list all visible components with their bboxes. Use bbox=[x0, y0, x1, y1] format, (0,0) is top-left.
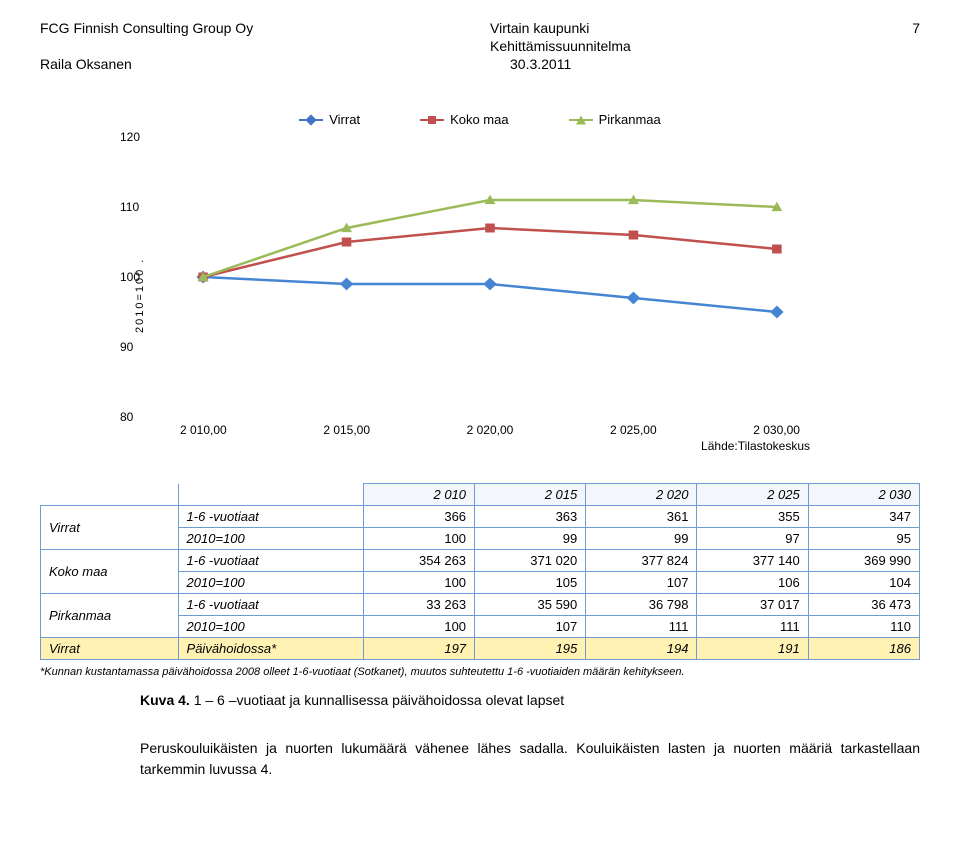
legend-label: Koko maa bbox=[450, 112, 509, 127]
cell-value: 355 bbox=[697, 506, 808, 528]
cell-value: 377 140 bbox=[697, 550, 808, 572]
legend-item-pirkanmaa: Pirkanmaa bbox=[569, 112, 661, 127]
cell-value: 106 bbox=[697, 572, 808, 594]
row-label: 2010=100 bbox=[178, 616, 363, 638]
y-tick-label: 120 bbox=[120, 130, 140, 144]
row-label: 2010=100 bbox=[178, 572, 363, 594]
cell-value: 95 bbox=[808, 528, 919, 550]
cell-value: 191 bbox=[697, 638, 808, 660]
table-header-row: 2 010 2 015 2 020 2 025 2 030 bbox=[41, 484, 920, 506]
line-chart: Virrat Koko maa Pirkanmaa 2010=100 . 809… bbox=[130, 112, 830, 453]
col-header: 2 030 bbox=[808, 484, 919, 506]
doc-title: Kehittämissuunnitelma bbox=[430, 38, 880, 54]
row-label: Päivähoidossa* bbox=[178, 638, 363, 660]
table-footnote: *Kunnan kustantamassa päivähoidossa 2008… bbox=[40, 666, 920, 678]
cell-value: 107 bbox=[586, 572, 697, 594]
x-tick-label: 2 030,00 bbox=[753, 423, 800, 437]
col-header: 2 025 bbox=[697, 484, 808, 506]
cell-value: 35 590 bbox=[475, 594, 586, 616]
cell-value: 37 017 bbox=[697, 594, 808, 616]
chart-source: Lähde:Tilastokeskus bbox=[150, 439, 830, 453]
client-name: Virtain kaupunki bbox=[430, 20, 880, 36]
col-header: 2 010 bbox=[363, 484, 474, 506]
row-group-name: Pirkanmaa bbox=[41, 594, 179, 638]
legend-label: Pirkanmaa bbox=[599, 112, 661, 127]
y-tick-label: 80 bbox=[120, 410, 133, 424]
cell-value: 105 bbox=[475, 572, 586, 594]
row-label: 1-6 -vuotiaat bbox=[178, 550, 363, 572]
cell-value: 111 bbox=[697, 616, 808, 638]
cell-value: 111 bbox=[586, 616, 697, 638]
page-header-2: Kehittämissuunnitelma bbox=[40, 38, 920, 54]
cell-value: 186 bbox=[808, 638, 919, 660]
table-row: Pirkanmaa1-6 -vuotiaat33 26335 59036 798… bbox=[41, 594, 920, 616]
cell-value: 97 bbox=[697, 528, 808, 550]
legend-item-virrat: Virrat bbox=[299, 112, 360, 127]
cell-value: 194 bbox=[586, 638, 697, 660]
cell-value: 366 bbox=[363, 506, 474, 528]
y-tick-label: 90 bbox=[120, 340, 133, 354]
chart-legend: Virrat Koko maa Pirkanmaa bbox=[130, 112, 830, 127]
row-label: 1-6 -vuotiaat bbox=[178, 506, 363, 528]
page-header: FCG Finnish Consulting Group Oy Virtain … bbox=[40, 20, 920, 36]
x-tick-label: 2 020,00 bbox=[467, 423, 514, 437]
row-group-name: Virrat bbox=[41, 506, 179, 550]
col-header: 2 015 bbox=[475, 484, 586, 506]
table-row: Virrat1-6 -vuotiaat366363361355347 bbox=[41, 506, 920, 528]
x-tick-label: 2 025,00 bbox=[610, 423, 657, 437]
data-table: 2 010 2 015 2 020 2 025 2 030 Virrat1-6 … bbox=[40, 483, 920, 660]
cell-value: 354 263 bbox=[363, 550, 474, 572]
author-name: Raila Oksanen bbox=[40, 56, 450, 72]
company-name: FCG Finnish Consulting Group Oy bbox=[40, 20, 430, 36]
plot-area: 8090100110120 bbox=[150, 137, 830, 417]
y-tick-label: 100 bbox=[120, 270, 140, 284]
legend-label: Virrat bbox=[329, 112, 360, 127]
row-group-name: Virrat bbox=[41, 638, 179, 660]
table-row: Koko maa1-6 -vuotiaat354 263371 020377 8… bbox=[41, 550, 920, 572]
figure-caption: Kuva 4. 1 – 6 –vuotiaat ja kunnallisessa… bbox=[140, 692, 920, 708]
cell-value: 110 bbox=[808, 616, 919, 638]
cell-value: 33 263 bbox=[363, 594, 474, 616]
cell-value: 107 bbox=[475, 616, 586, 638]
cell-value: 363 bbox=[475, 506, 586, 528]
caption-label: Kuva 4. bbox=[140, 692, 190, 708]
cell-value: 104 bbox=[808, 572, 919, 594]
square-marker-icon bbox=[420, 119, 444, 121]
diamond-marker-icon bbox=[299, 119, 323, 121]
cell-value: 100 bbox=[363, 616, 474, 638]
cell-value: 36 798 bbox=[586, 594, 697, 616]
cell-value: 100 bbox=[363, 572, 474, 594]
legend-item-kokomaa: Koko maa bbox=[420, 112, 509, 127]
y-axis-title: 2010=100 . bbox=[130, 137, 150, 453]
row-group-name: Koko maa bbox=[41, 550, 179, 594]
cell-value: 100 bbox=[363, 528, 474, 550]
page-number: 7 bbox=[880, 20, 920, 36]
cell-value: 361 bbox=[586, 506, 697, 528]
caption-text: 1 – 6 –vuotiaat ja kunnallisessa päiväho… bbox=[190, 692, 564, 708]
row-label: 1-6 -vuotiaat bbox=[178, 594, 363, 616]
page-subheader: Raila Oksanen 30.3.2011 bbox=[40, 56, 920, 72]
cell-value: 377 824 bbox=[586, 550, 697, 572]
cell-value: 99 bbox=[586, 528, 697, 550]
cell-value: 36 473 bbox=[808, 594, 919, 616]
table-row-highlight: VirratPäivähoidossa*197195194191186 bbox=[41, 638, 920, 660]
cell-value: 369 990 bbox=[808, 550, 919, 572]
cell-value: 197 bbox=[363, 638, 474, 660]
cell-value: 99 bbox=[475, 528, 586, 550]
x-axis: 2 010,00 2 015,00 2 020,00 2 025,00 2 030,00 bbox=[150, 417, 830, 437]
col-header: 2 020 bbox=[586, 484, 697, 506]
x-tick-label: 2 015,00 bbox=[323, 423, 370, 437]
triangle-marker-icon bbox=[569, 119, 593, 121]
cell-value: 347 bbox=[808, 506, 919, 528]
row-label: 2010=100 bbox=[178, 528, 363, 550]
cell-value: 371 020 bbox=[475, 550, 586, 572]
body-paragraph: Peruskouluikäisten ja nuorten lukumäärä … bbox=[140, 738, 920, 780]
y-tick-label: 110 bbox=[120, 200, 139, 214]
doc-date: 30.3.2011 bbox=[450, 56, 920, 72]
cell-value: 195 bbox=[475, 638, 586, 660]
x-tick-label: 2 010,00 bbox=[180, 423, 227, 437]
